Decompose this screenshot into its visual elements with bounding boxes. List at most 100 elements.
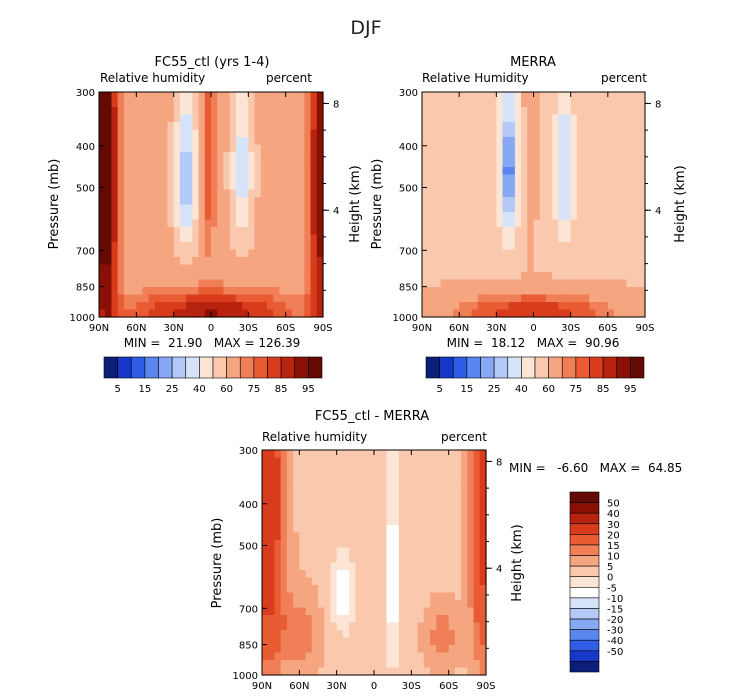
heatmap-cell: [298, 219, 305, 228]
heatmap-cell: [570, 294, 578, 303]
heatmap-cell: [405, 540, 412, 549]
heatmap-cell: [539, 152, 547, 161]
heatmap-cell: [179, 144, 187, 153]
heatmap-cell: [601, 114, 609, 123]
heatmap-cell: [223, 159, 231, 168]
heatmap-cell: [440, 242, 448, 251]
heatmap-cell: [130, 122, 137, 131]
heatmap-cell: [564, 152, 572, 161]
heatmap-cell: [479, 502, 487, 511]
stats-text: MIN = 18.12 MAX = 90.96: [447, 336, 620, 350]
heatmap-cell: [477, 189, 485, 198]
heatmap-cell: [558, 227, 566, 236]
colorbar-label: -10: [607, 594, 623, 605]
heatmap-cell: [446, 189, 454, 198]
heatmap-cell: [355, 480, 363, 489]
heatmap-cell: [479, 652, 487, 661]
heatmap-cell: [614, 189, 621, 198]
colorbar-swatch: [308, 356, 323, 379]
heatmap-cell: [330, 450, 338, 459]
heatmap-cell: [342, 570, 350, 579]
heatmap-cell: [186, 189, 193, 198]
heatmap-cell: [570, 234, 578, 243]
heatmap-cell: [142, 234, 150, 243]
heatmap-cell: [552, 272, 559, 281]
heatmap-cell: [173, 242, 181, 251]
heatmap-cell: [105, 264, 113, 273]
heatmap-cell: [217, 144, 225, 153]
heatmap-cell: [248, 212, 256, 221]
heatmap-cell: [291, 212, 299, 221]
heatmap-cell: [398, 577, 406, 586]
heatmap-cell: [117, 159, 125, 168]
heatmap-cell: [490, 152, 497, 161]
heatmap-cell: [316, 107, 324, 116]
heatmap-cell: [552, 219, 559, 228]
heatmap-cell: [477, 197, 485, 206]
heatmap-cell: [304, 294, 312, 303]
heatmap-cell: [310, 287, 318, 296]
heatmap-cell: [467, 622, 475, 631]
heatmap-cell: [614, 174, 621, 183]
heatmap-cell: [136, 189, 144, 198]
colorbar-swatch: [144, 356, 159, 379]
heatmap-cell: [448, 652, 456, 661]
heatmap-cell: [434, 257, 442, 266]
heatmap-cell: [299, 652, 307, 661]
heatmap-cell: [291, 294, 299, 303]
heatmap-cell: [235, 129, 243, 138]
heatmap-cell: [324, 562, 332, 571]
heatmap-cell: [285, 114, 293, 123]
heatmap-cell: [545, 129, 553, 138]
heatmap-cell: [514, 152, 522, 161]
heatmap-cell: [386, 577, 394, 586]
heatmap-cell: [99, 212, 106, 221]
heatmap-cell: [434, 197, 442, 206]
heatmap-cell: [291, 227, 299, 236]
heatmap-cell: [136, 294, 144, 303]
heatmap-cell: [448, 667, 456, 676]
heatmap-cell: [167, 129, 175, 138]
heatmap-cell: [198, 122, 206, 131]
heatmap-cell: [142, 204, 150, 213]
heatmap-cell: [248, 272, 256, 281]
heatmap-cell: [454, 495, 462, 504]
heatmap-cell: [490, 129, 497, 138]
heatmap-cell: [148, 309, 156, 318]
heatmap-cell: [607, 174, 615, 183]
heatmap-cell: [342, 547, 350, 556]
heatmap-cell: [448, 562, 456, 571]
heatmap-cell: [452, 257, 460, 266]
heatmap-cell: [179, 287, 187, 296]
heatmap-cell: [430, 622, 437, 631]
heatmap-cell: [305, 577, 313, 586]
heatmap-cell: [148, 257, 156, 266]
heatmap-cell: [483, 272, 491, 281]
heatmap-cell: [280, 495, 288, 504]
heatmap-cell: [198, 257, 206, 266]
heatmap-cell: [248, 257, 256, 266]
heatmap-cell: [285, 92, 293, 101]
heatmap-cell: [217, 174, 225, 183]
heatmap-cell: [130, 309, 137, 318]
heatmap-cell: [545, 257, 553, 266]
heatmap-cell: [564, 234, 572, 243]
heatmap-cell: [342, 450, 350, 459]
heatmap-cell: [298, 227, 305, 236]
heatmap-cell: [638, 182, 646, 191]
heatmap-cell: [318, 622, 325, 631]
heatmap-cell: [398, 547, 406, 556]
heatmap-cell: [483, 92, 491, 101]
heatmap-cell: [436, 570, 444, 579]
heatmap-cell: [626, 137, 634, 146]
heatmap-cell: [186, 234, 193, 243]
heatmap-cell: [254, 189, 262, 198]
heatmap-cell: [442, 547, 450, 556]
heatmap-cell: [142, 129, 150, 138]
heatmap-cell: [442, 495, 450, 504]
heatmap-cell: [349, 570, 356, 579]
heatmap-cell: [310, 99, 318, 108]
heatmap-cell: [223, 152, 231, 161]
heatmap-cell: [291, 272, 299, 281]
heatmap-cell: [117, 287, 125, 296]
